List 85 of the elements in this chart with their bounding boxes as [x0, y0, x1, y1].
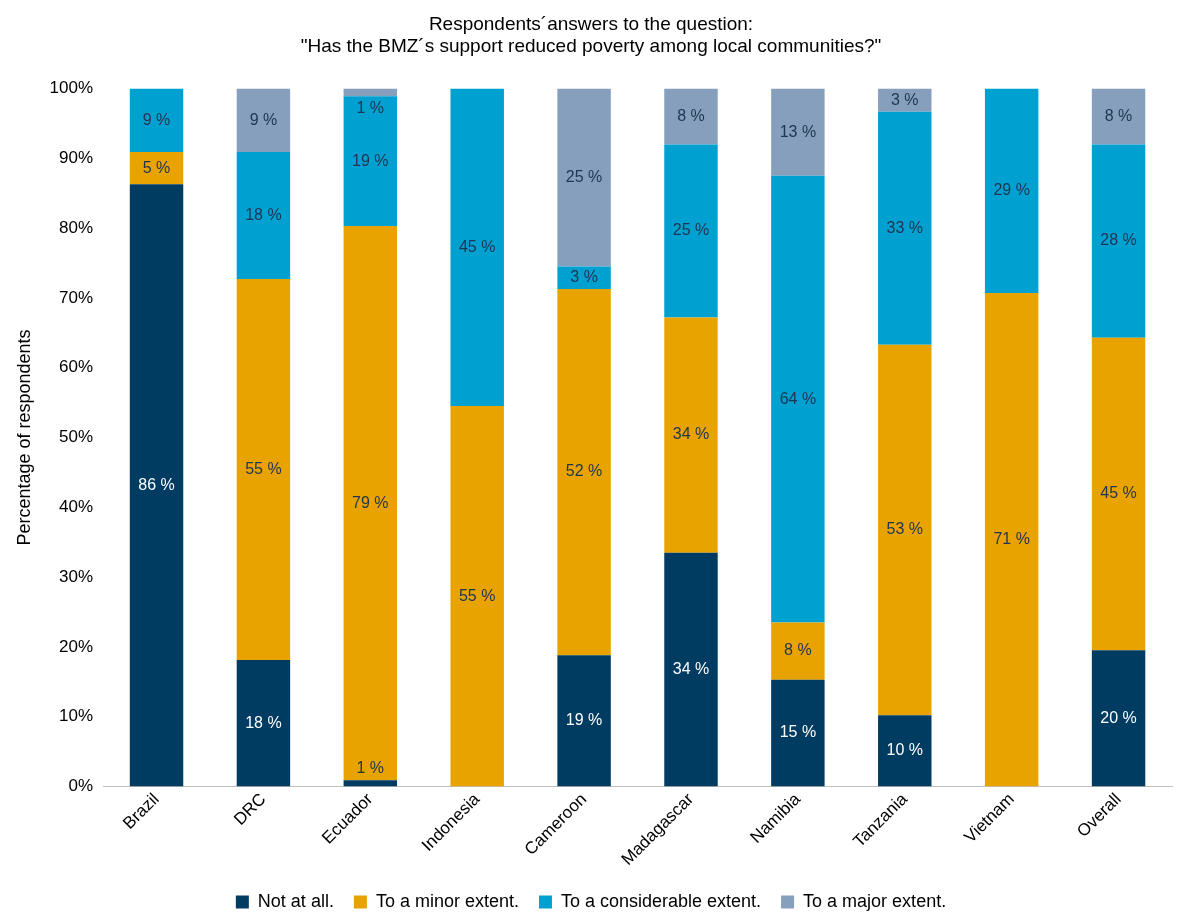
y-tick-label: 20%	[59, 636, 94, 656]
data-label: 9 %	[142, 110, 171, 128]
y-tick-label: 90%	[59, 148, 94, 168]
y-tick-label: 50%	[59, 427, 94, 447]
bar	[878, 715, 932, 787]
bar	[450, 88, 504, 407]
bar	[1091, 650, 1146, 787]
bar	[878, 111, 932, 345]
bar	[664, 88, 718, 145]
bar	[878, 344, 932, 716]
data-label: 5 %	[142, 158, 171, 176]
data-label: 34 %	[672, 659, 710, 677]
chart-title: Respondents´answers to the question: "Has the BMZ´s support reduced poverty among local communities?"	[300, 12, 882, 57]
data-label: 19 %	[352, 151, 389, 169]
bar	[664, 144, 718, 318]
y-tick-label: 0%	[68, 776, 94, 796]
bar	[343, 96, 398, 227]
data-label: 10 %	[886, 741, 923, 759]
data-label: 19 %	[565, 711, 603, 729]
bar	[343, 226, 398, 781]
data-label: 55 %	[458, 586, 496, 604]
bar	[129, 88, 184, 153]
data-label: 86 %	[138, 475, 175, 493]
bar	[664, 317, 718, 553]
data-label: 13 %	[779, 122, 817, 140]
y-tick-label: 80%	[59, 217, 94, 237]
bar	[557, 655, 611, 787]
y-tick-label: 100%	[49, 78, 94, 98]
data-label: 18 %	[245, 713, 282, 731]
bar	[771, 175, 825, 623]
data-label: 71 %	[993, 530, 1030, 548]
bar	[236, 279, 291, 661]
legend-label: To a major extent.	[803, 890, 947, 911]
data-label: 25 %	[672, 221, 710, 239]
data-label: 64 %	[779, 389, 817, 407]
y-tick-label: 60%	[59, 357, 94, 377]
legend-label: To a considerable extent.	[560, 890, 762, 911]
y-tick-label: 40%	[59, 496, 94, 516]
y-tick-label: 70%	[59, 287, 94, 307]
bar	[984, 88, 1039, 294]
data-label: 79 %	[352, 493, 389, 511]
data-label: 55 %	[245, 460, 282, 478]
data-label: 53 %	[886, 520, 923, 538]
data-label: 9 %	[249, 110, 278, 128]
bar	[343, 88, 398, 97]
bar	[557, 88, 611, 267]
data-label: 45 %	[458, 237, 496, 255]
bar	[236, 88, 291, 153]
bar	[450, 406, 504, 787]
data-label: 29 %	[993, 181, 1030, 199]
bar	[557, 288, 611, 656]
data-label: 34 %	[672, 425, 710, 443]
bar	[664, 552, 718, 787]
bar	[771, 88, 825, 176]
y-axis-title: Percentage of respondents	[13, 329, 34, 546]
bar	[1091, 337, 1146, 651]
data-label: 45 %	[1100, 484, 1137, 502]
bar	[343, 780, 398, 787]
bar	[236, 152, 291, 280]
data-label: 8 %	[1104, 106, 1133, 124]
bar	[236, 660, 291, 787]
data-label: 8 %	[677, 106, 705, 124]
data-label: 1 %	[356, 758, 385, 776]
data-label: 52 %	[565, 462, 603, 480]
y-tick-label: 30%	[59, 566, 94, 586]
data-label: 3 %	[890, 90, 919, 108]
data-label: 20 %	[1100, 708, 1137, 726]
bar	[1091, 88, 1146, 145]
data-label: 25 %	[565, 167, 603, 185]
y-tick-label: 10%	[59, 706, 94, 726]
bar	[984, 293, 1039, 787]
legend-label: Not at all.	[257, 890, 334, 911]
data-label: 33 %	[886, 218, 923, 236]
bar	[1091, 144, 1146, 338]
bar	[129, 184, 184, 787]
data-label: 8 %	[784, 641, 812, 659]
data-label: 1 %	[356, 98, 385, 116]
bar	[129, 152, 184, 185]
data-label: 28 %	[1100, 231, 1137, 249]
data-label: 15 %	[779, 723, 817, 741]
bar	[771, 679, 825, 787]
data-label: 3 %	[570, 268, 598, 286]
data-label: 18 %	[245, 206, 282, 224]
legend-label: To a minor extent.	[375, 890, 519, 911]
bar	[771, 622, 825, 680]
